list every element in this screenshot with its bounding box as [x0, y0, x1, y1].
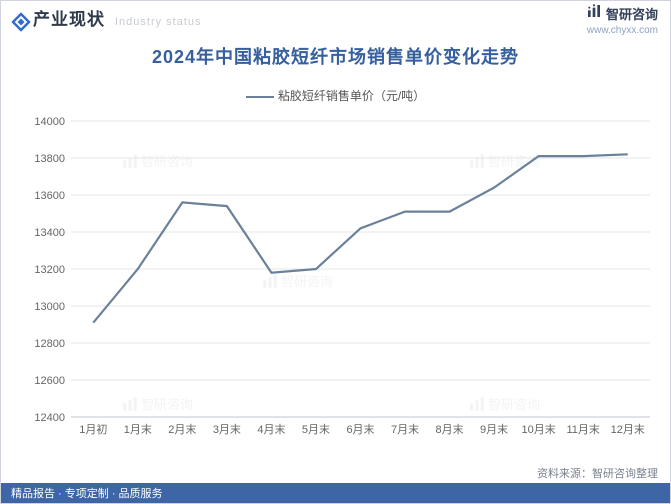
y-tick-label: 13600: [34, 190, 65, 202]
y-tick-label: 13800: [34, 153, 65, 165]
y-tick-label: 13400: [34, 227, 65, 239]
chart-title: 2024年中国粘胶短纤市场销售单价变化走势: [1, 43, 670, 69]
x-tick-label: 12月末: [611, 422, 645, 436]
legend-swatch: [246, 96, 274, 98]
header-right: 智研咨询 www.chyxx.com: [586, 3, 658, 36]
y-tick-label: 12400: [34, 412, 65, 424]
legend: 粘胶短纤销售单价（元/吨）: [1, 87, 670, 104]
brand-url: www.chyxx.com: [586, 25, 658, 36]
x-tick-label: 2月末: [168, 422, 196, 436]
legend-label: 粘胶短纤销售单价（元/吨）: [278, 89, 425, 103]
plot-area: 12400 12600 12800 13000 13200 13400 13600 13800…: [23, 117, 658, 441]
x-tick-label: 8月末: [436, 422, 464, 436]
x-tick-label: 5月末: [302, 422, 330, 436]
brand-row: 智研咨询: [586, 3, 658, 24]
card-container: 产业现状 Industry status 智研咨询 www.chyxx.co: [0, 0, 671, 504]
header-title-en: Industry status: [115, 16, 202, 30]
header-title-cn: 产业现状: [33, 5, 105, 30]
y-tick-label: 13200: [34, 264, 65, 276]
x-tick-label: 9月末: [480, 422, 508, 436]
series-line: [93, 154, 627, 322]
footer-left: 精品报告 · 专项定制 · 品质服务: [11, 485, 163, 501]
y-tick-label: 12800: [34, 338, 65, 350]
x-tick-label: 1月初: [79, 422, 107, 436]
y-tick-label: 13000: [34, 301, 65, 313]
line-chart-svg: 12400 12600 12800 13000 13200 13400 13600 13800…: [23, 117, 658, 441]
source-value: 智研咨询整理: [592, 468, 658, 480]
source-label: 资料来源：: [537, 468, 592, 480]
x-tick-label: 11月末: [566, 422, 599, 436]
y-tick-label: 14000: [34, 116, 65, 128]
x-tick-label: 7月末: [391, 422, 419, 436]
diamond-icon: [11, 12, 27, 28]
header: 产业现状 Industry status 智研咨询 www.chyxx.co: [1, 1, 670, 37]
y-tick-label: 12600: [34, 375, 65, 387]
x-tick-label: 6月末: [346, 422, 374, 436]
x-tick-label: 4月末: [257, 422, 285, 436]
brand-icon: [586, 3, 602, 24]
x-tick-label: 3月末: [213, 422, 241, 436]
x-tick-label: 1月末: [124, 422, 152, 436]
source-line: 资料来源：智研咨询整理: [537, 465, 658, 481]
brand-name: 智研咨询: [606, 4, 658, 23]
x-tick-label: 10月末: [522, 422, 556, 436]
footer-bar: 精品报告 · 专项定制 · 品质服务: [1, 483, 670, 503]
header-left: 产业现状 Industry status: [11, 5, 660, 30]
